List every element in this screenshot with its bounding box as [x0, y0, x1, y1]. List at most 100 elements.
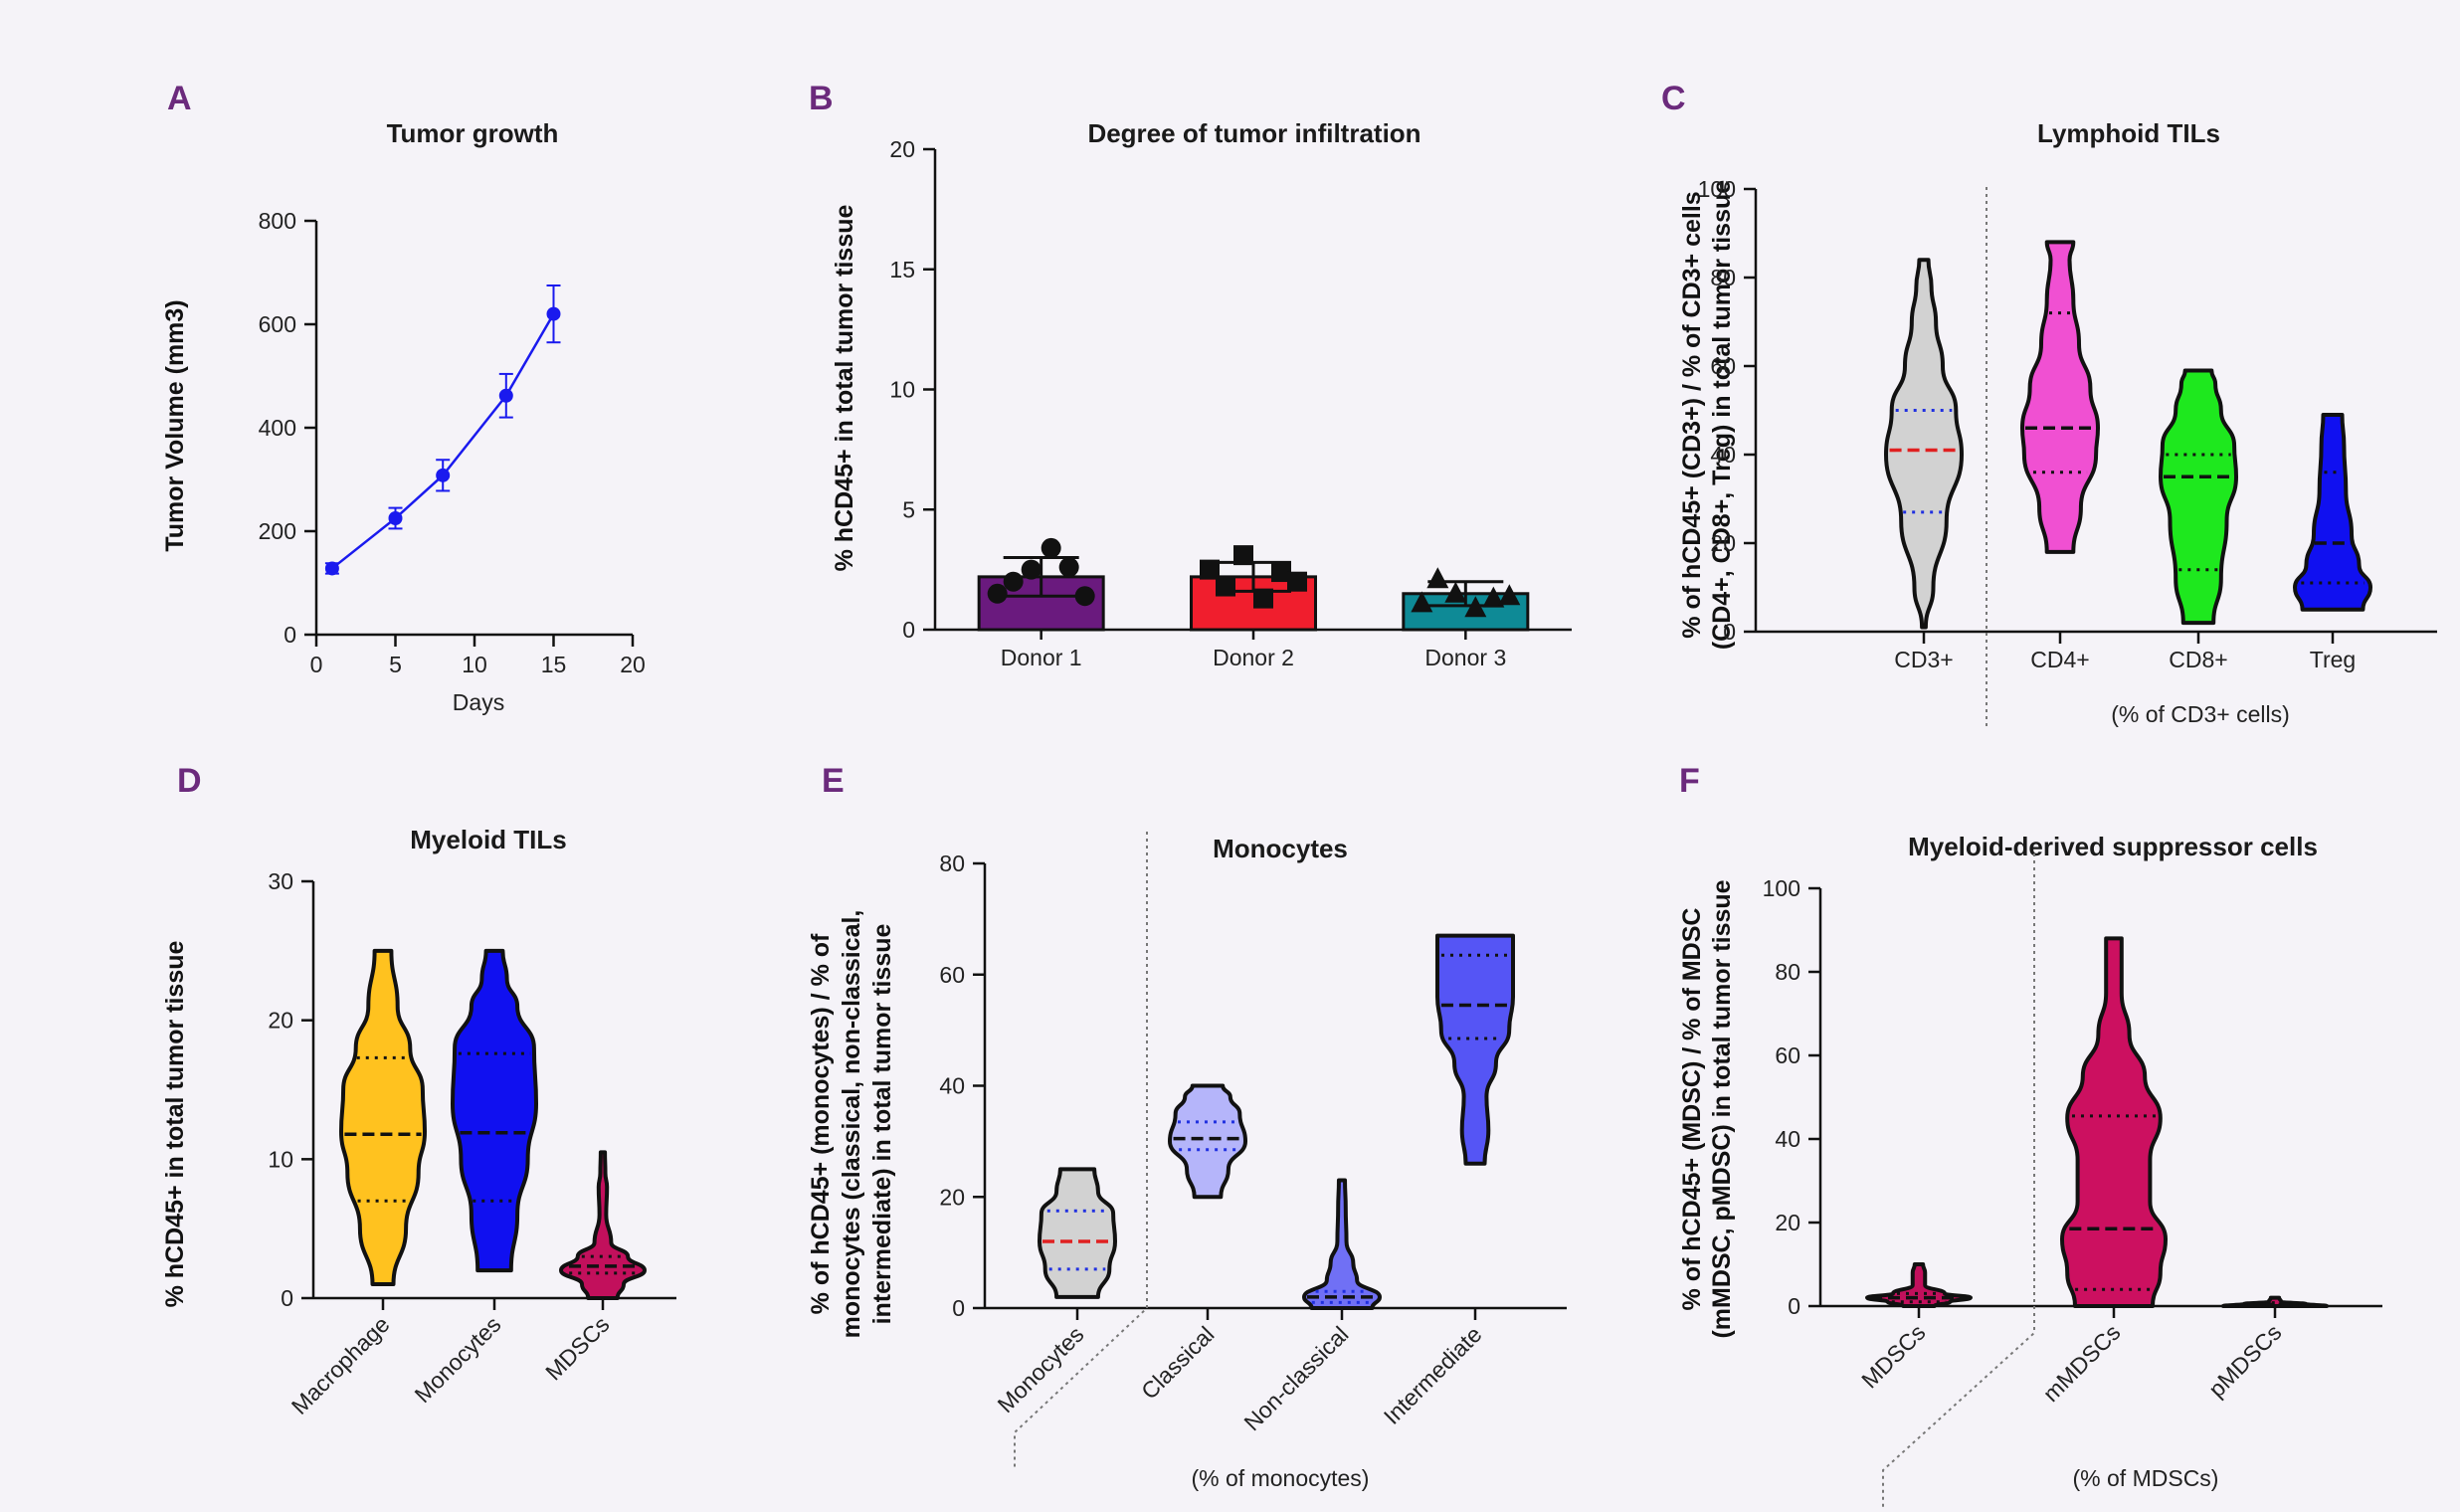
data-point [546, 306, 561, 321]
data-point [388, 511, 403, 525]
violin-e-non-classical [1302, 1178, 1382, 1310]
ylabel-e-line3: intermediate) in total tumor tissue [868, 923, 896, 1324]
violin-d-monocytes [451, 948, 538, 1273]
x-tick-label-d: MDSCs [540, 1311, 614, 1385]
data-point [1271, 562, 1291, 583]
violin-e-monocytes [1038, 1167, 1117, 1299]
data-point [1444, 581, 1467, 603]
ylabel-a: Tumor Volume (mm3) [161, 299, 189, 551]
panel-letter-c: C [1661, 80, 1686, 117]
violin-c-cd3- [1884, 258, 1964, 630]
data-point [1074, 586, 1095, 607]
x-tick-label-b: Donor 3 [1424, 645, 1506, 670]
violin-d-mdscs [559, 1150, 647, 1300]
y-tick-label-c: 80 [1710, 265, 1736, 290]
group-divider [1882, 853, 2035, 1507]
x-tick-label-a: 10 [462, 652, 487, 677]
data-point [1482, 586, 1505, 608]
data-point [1058, 557, 1079, 578]
y-tick-label-d: 10 [268, 1146, 293, 1172]
series-line-tumor-volume [331, 312, 555, 570]
y-tick-label-b: 10 [889, 377, 915, 403]
violin-c-cd4- [2020, 240, 2100, 554]
data-point [1253, 588, 1273, 609]
ylabel-c-line2: (CD4+, CD8+, Treg) in total tumor tissue [1708, 180, 1736, 650]
y-tick-label-a: 600 [259, 311, 296, 337]
data-point [1041, 537, 1061, 558]
x-tick-label-a: 5 [389, 652, 402, 677]
group-divider [1014, 832, 1148, 1470]
data-point [1216, 576, 1235, 597]
x-tick-label-e: Classical [1136, 1321, 1219, 1404]
data-point [987, 583, 1008, 604]
y-tick-label-b: 15 [889, 257, 915, 283]
data-point [1003, 571, 1024, 592]
violin-e-classical [1168, 1083, 1247, 1200]
y-tick-label-c: 20 [1710, 530, 1736, 556]
ylabel-e-line2: monocytes (classical, non-classical, [838, 910, 865, 1339]
data-point [1287, 571, 1307, 592]
panel-letter-a: A [167, 80, 192, 117]
ylabel-d: % hCD45+ in total tumor tissue [161, 940, 189, 1307]
data-point [324, 561, 339, 576]
title-b: Degree of tumor infiltration [1087, 118, 1420, 148]
x-tick-label-a: 0 [310, 652, 323, 677]
x-tick-label-e: Non-classical [1238, 1321, 1353, 1435]
x-tick-label-b: Donor 1 [1001, 645, 1082, 670]
y-tick-label-e: 0 [952, 1295, 965, 1321]
ylabel-f-line1: % of hCD45+ (MDSC) / % of MDSC [1678, 908, 1706, 1311]
violin-e-intermediate [1435, 933, 1515, 1166]
title-e: Monocytes [1213, 834, 1348, 863]
xlabel-f: (% of MDSCs) [2073, 1465, 2219, 1491]
y-tick-label-f: 0 [1788, 1293, 1800, 1319]
xlabel-e: (% of monocytes) [1192, 1465, 1370, 1491]
violin-c-treg [2293, 412, 2372, 612]
xlabel-a: Days [453, 689, 504, 715]
y-tick-label-c: 40 [1710, 442, 1736, 468]
violin-d-macrophage [339, 948, 427, 1287]
y-tick-label-c: 60 [1710, 353, 1736, 379]
violin-f-mdscs [1865, 1261, 1973, 1308]
data-point [498, 388, 513, 403]
x-tick-label-b: Donor 2 [1213, 645, 1294, 670]
y-tick-label-d: 30 [268, 868, 293, 894]
title-c: Lymphoid TILs [2037, 118, 2220, 148]
data-point [1411, 591, 1433, 613]
x-tick-label-e: Intermediate [1379, 1321, 1487, 1429]
title-f: Myeloid-derived suppressor cells [1908, 832, 2318, 861]
ylabel-b: % hCD45+ in total tumor tissue [831, 204, 858, 571]
xlabel-c: (% of CD3+ cells) [2111, 701, 2290, 727]
x-tick-label-f: pMDSCs [2203, 1319, 2286, 1402]
y-tick-label-a: 200 [259, 518, 296, 544]
x-tick-label-c: Treg [2310, 647, 2356, 672]
y-tick-label-b: 5 [902, 496, 915, 522]
y-tick-label-a: 800 [259, 208, 296, 234]
x-tick-label-d: Macrophage [286, 1311, 395, 1419]
y-tick-label-c: 0 [1723, 619, 1736, 645]
y-tick-label-b: 20 [889, 136, 915, 162]
y-tick-label-f: 20 [1775, 1210, 1800, 1235]
y-tick-label-e: 20 [939, 1184, 965, 1210]
data-point [1498, 584, 1521, 606]
x-tick-label-f: mMDSCs [2038, 1319, 2126, 1407]
y-tick-label-f: 100 [1763, 875, 1800, 901]
x-tick-label-a: 20 [620, 652, 646, 677]
title-a: Tumor growth [387, 118, 559, 148]
data-point [1464, 596, 1487, 618]
x-tick-label-c: CD4+ [2030, 647, 2089, 672]
panel-letter-f: F [1679, 762, 1700, 800]
y-tick-label-d: 0 [281, 1285, 293, 1311]
x-tick-label-d: Monocytes [410, 1311, 506, 1408]
ylabel-c-line1: % of hCD45+ (CD3+) / % of CD3+ cells [1678, 191, 1706, 638]
y-tick-label-e: 40 [939, 1073, 965, 1099]
x-tick-label-c: CD8+ [2169, 647, 2227, 672]
ylabel-e-line1: % of hCD45+ (monocytes) / % of [807, 933, 835, 1314]
panel-letter-b: B [809, 80, 834, 117]
y-tick-label-e: 80 [939, 850, 965, 876]
y-tick-label-b: 0 [902, 617, 915, 643]
x-tick-label-e: Monocytes [993, 1321, 1089, 1418]
title-d: Myeloid TILs [410, 825, 566, 854]
y-tick-label-f: 60 [1775, 1042, 1800, 1068]
